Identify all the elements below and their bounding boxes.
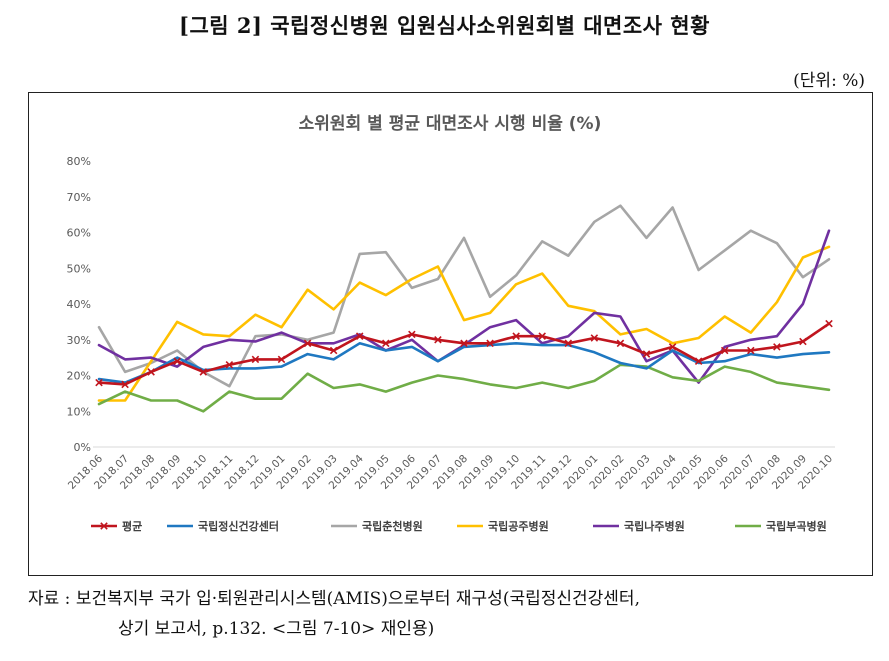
series-point [616,339,625,348]
line-chart: 소위원회 별 평균 대면조사 시행 비율 (%) 0% 10% 20% 30% 40% 5… [66,114,835,533]
series-point [434,335,442,344]
legend-label: 국립춘천병원 [362,519,423,533]
y-tick-label: 0% [74,441,91,454]
series-point [486,339,494,348]
y-tick-label: 40% [67,298,91,311]
series-point [95,378,103,387]
y-tick-label: 60% [67,227,91,240]
series-point [121,380,129,389]
y-tick-label: 20% [67,370,91,383]
series-line [97,229,831,384]
series-line [97,363,831,413]
chart-title: 소위원회 별 평균 대면조사 시행 비율 (%) [299,114,602,134]
series-point [173,357,181,365]
legend-label: 평균 [122,519,142,533]
y-tick-label: 10% [67,405,91,418]
series-line [97,342,831,384]
series-point [382,339,390,348]
series-point [642,350,651,358]
chart-container: 소위원회 별 평균 대면조사 시행 비율 (%) 0% 10% 20% 30% 40% 5… [28,92,873,576]
y-tick-label: 30% [67,334,91,347]
legend-label: 국립부곡병원 [766,519,827,533]
y-tick-label: 50% [67,262,91,275]
legend-label: 국립정신건강센터 [198,519,279,533]
y-tick-label: 80% [67,155,91,168]
series-line [97,245,831,402]
y-tick-label: 70% [67,191,91,204]
series-point [355,332,364,340]
series-point [460,339,468,348]
series-line [97,204,831,388]
source-line-1: 자료 : 보건복지부 국가 입·퇴원관리시스템(AMIS)으로부터 재구성(국립… [28,589,640,609]
series-point [147,368,155,376]
unit-label: (단위: %) [793,71,865,91]
figure-title: [그림 2] 국립정신병원 입원심사소위원회별 대면조사 현황 [179,13,710,38]
series-point [694,357,703,365]
series-point [225,361,234,369]
series-point [408,330,416,339]
series-point [564,339,573,348]
series-point [825,319,833,328]
series-point [512,332,520,340]
series-point [773,343,781,351]
source-line-2: 상기 보고서, p.132. <그림 7-10> 재인용) [118,619,435,639]
series-point [720,346,729,355]
series-point [538,332,546,340]
series-point [199,368,208,376]
series-point [590,334,599,342]
series-point [277,355,286,364]
series-point [668,343,677,351]
source-note: 자료 : 보건복지부 국가 입·퇴원관리시스템(AMIS)으로부터 재구성(국립… [28,584,640,644]
series-point [251,355,260,364]
series-point [747,346,755,355]
legend-label: 국립나주병원 [624,519,685,533]
series-point [303,339,312,348]
legend-marker [100,522,108,530]
legend-label: 국립공주병원 [488,519,549,533]
series-point [329,346,338,355]
series-point [799,337,807,346]
